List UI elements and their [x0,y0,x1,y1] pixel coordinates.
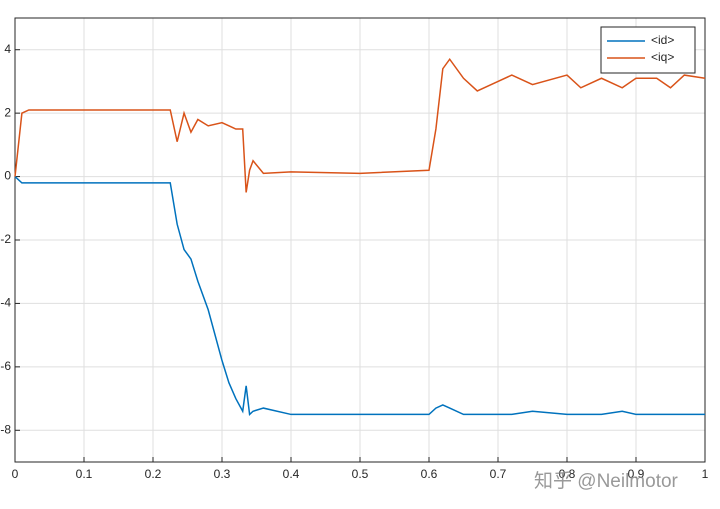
y-tick-label: -6 [0,359,11,373]
x-tick-label: 0 [12,467,19,481]
legend-label: <iq> [651,50,674,64]
y-tick-label: -8 [0,422,11,436]
x-tick-label: 0.9 [628,467,645,481]
y-tick-label: -2 [0,232,11,246]
x-tick-label: 0.2 [145,467,162,481]
plot-frame [14,17,706,463]
x-tick-label: 0.5 [352,467,369,481]
y-tick-label: 0 [4,169,11,183]
y-tick-label: 2 [4,105,11,119]
y-tick-label: 4 [4,42,11,56]
x-tick-label: 0.6 [421,467,438,481]
data-line [14,176,705,416]
x-tick-label: 0.8 [559,467,576,481]
data-line [14,57,706,193]
legend-box [600,26,696,74]
x-tick-label: 0.1 [76,467,93,481]
x-tick-label: 1 [702,467,709,481]
x-tick-label: 0.3 [214,467,231,481]
legend-label: <id> [651,33,674,47]
watermark: 知乎 @Neilmotor [534,470,679,492]
legend: <id> <iq> [600,26,696,74]
x-tick-label: 0.7 [490,467,507,481]
y-tick-label: -4 [0,296,11,310]
x-tick-label: 0.4 [283,467,300,481]
